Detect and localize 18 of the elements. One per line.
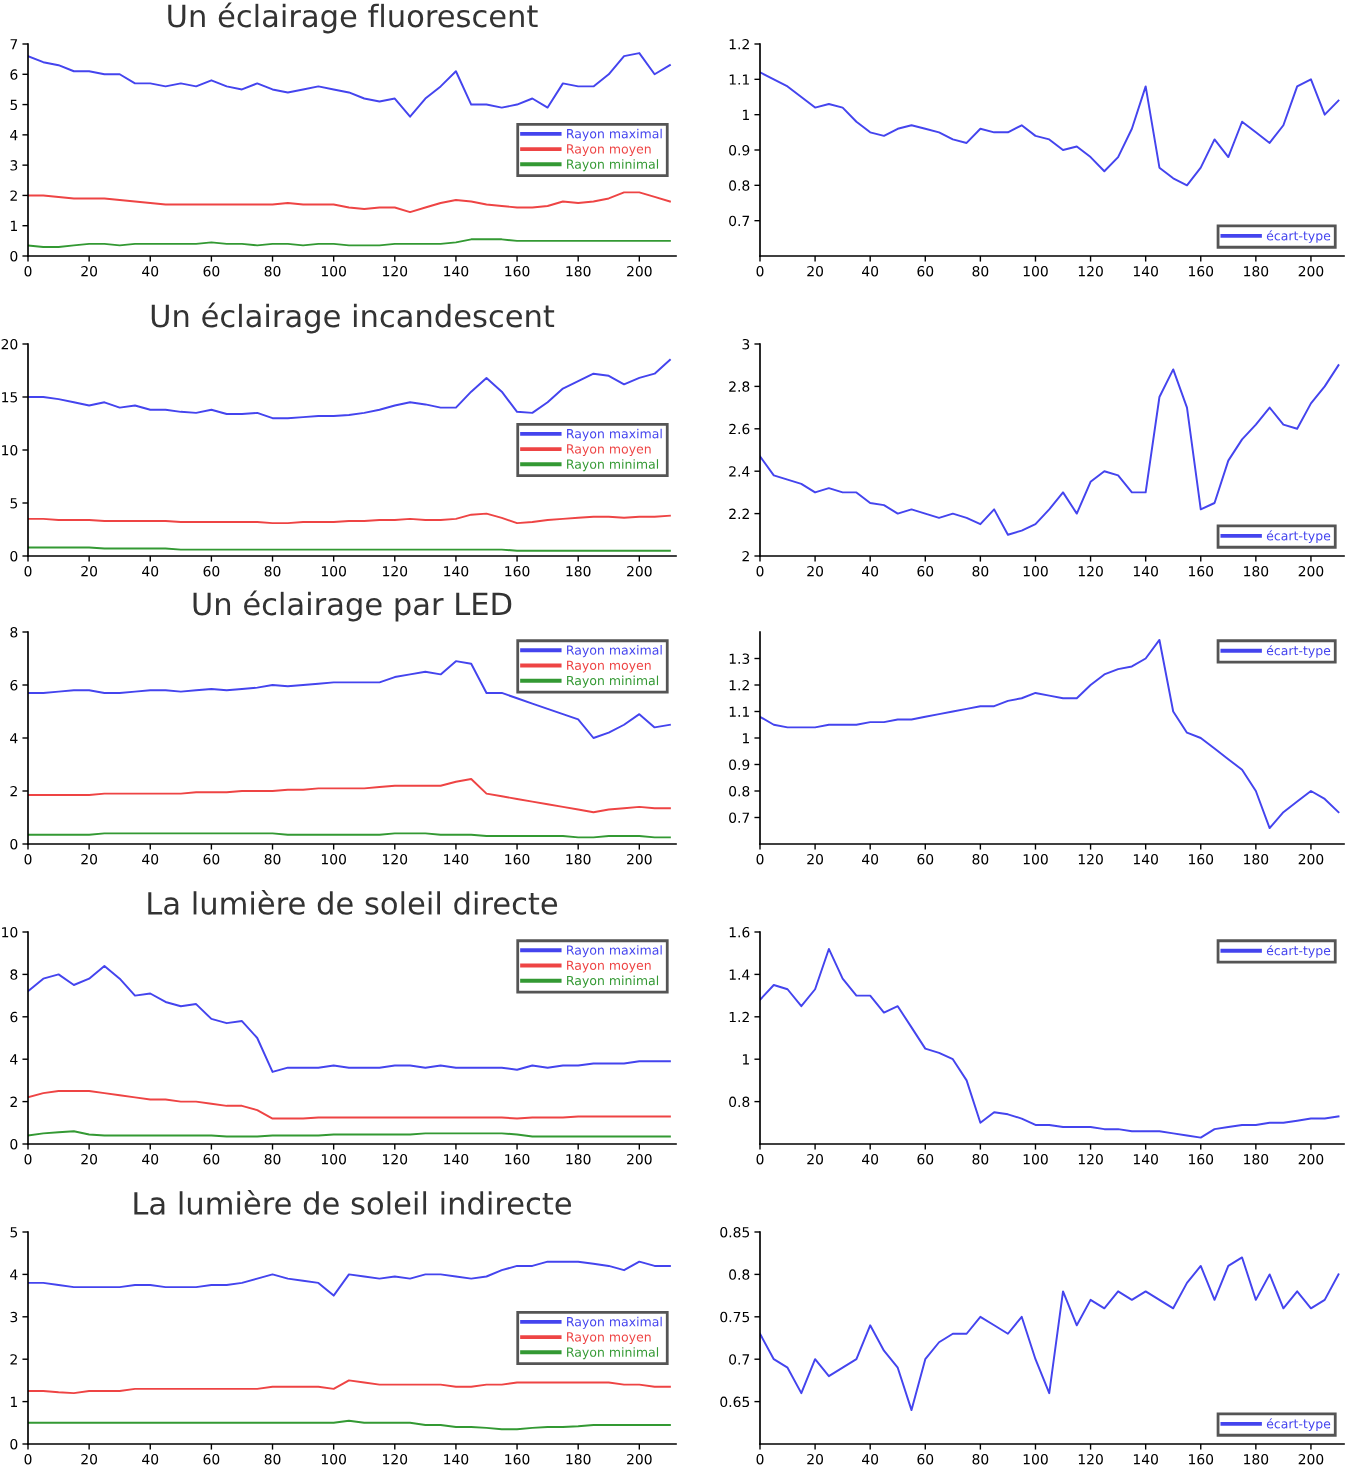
chart-title: Un éclairage par LED (193, 590, 512, 622)
line-series (28, 778, 671, 814)
chart-title: Un éclairage incandescent (151, 302, 555, 334)
line-series (28, 1260, 671, 1297)
line-series (28, 358, 671, 420)
line-series (760, 1256, 1340, 1412)
line-series (760, 71, 1340, 187)
line-series (760, 947, 1340, 1139)
line-series (28, 191, 671, 214)
line-series (760, 638, 1340, 830)
chart-title: La lumière de soleil directe (148, 889, 558, 915)
line-series (28, 52, 671, 118)
line-series (28, 660, 671, 739)
line-series (28, 1090, 671, 1120)
chart-title: La lumière de soleil indirecte (134, 1189, 571, 1215)
chart-title: Un éclairage fluorescent (168, 2, 538, 34)
line-series (28, 1379, 671, 1395)
line-series (28, 964, 671, 1073)
